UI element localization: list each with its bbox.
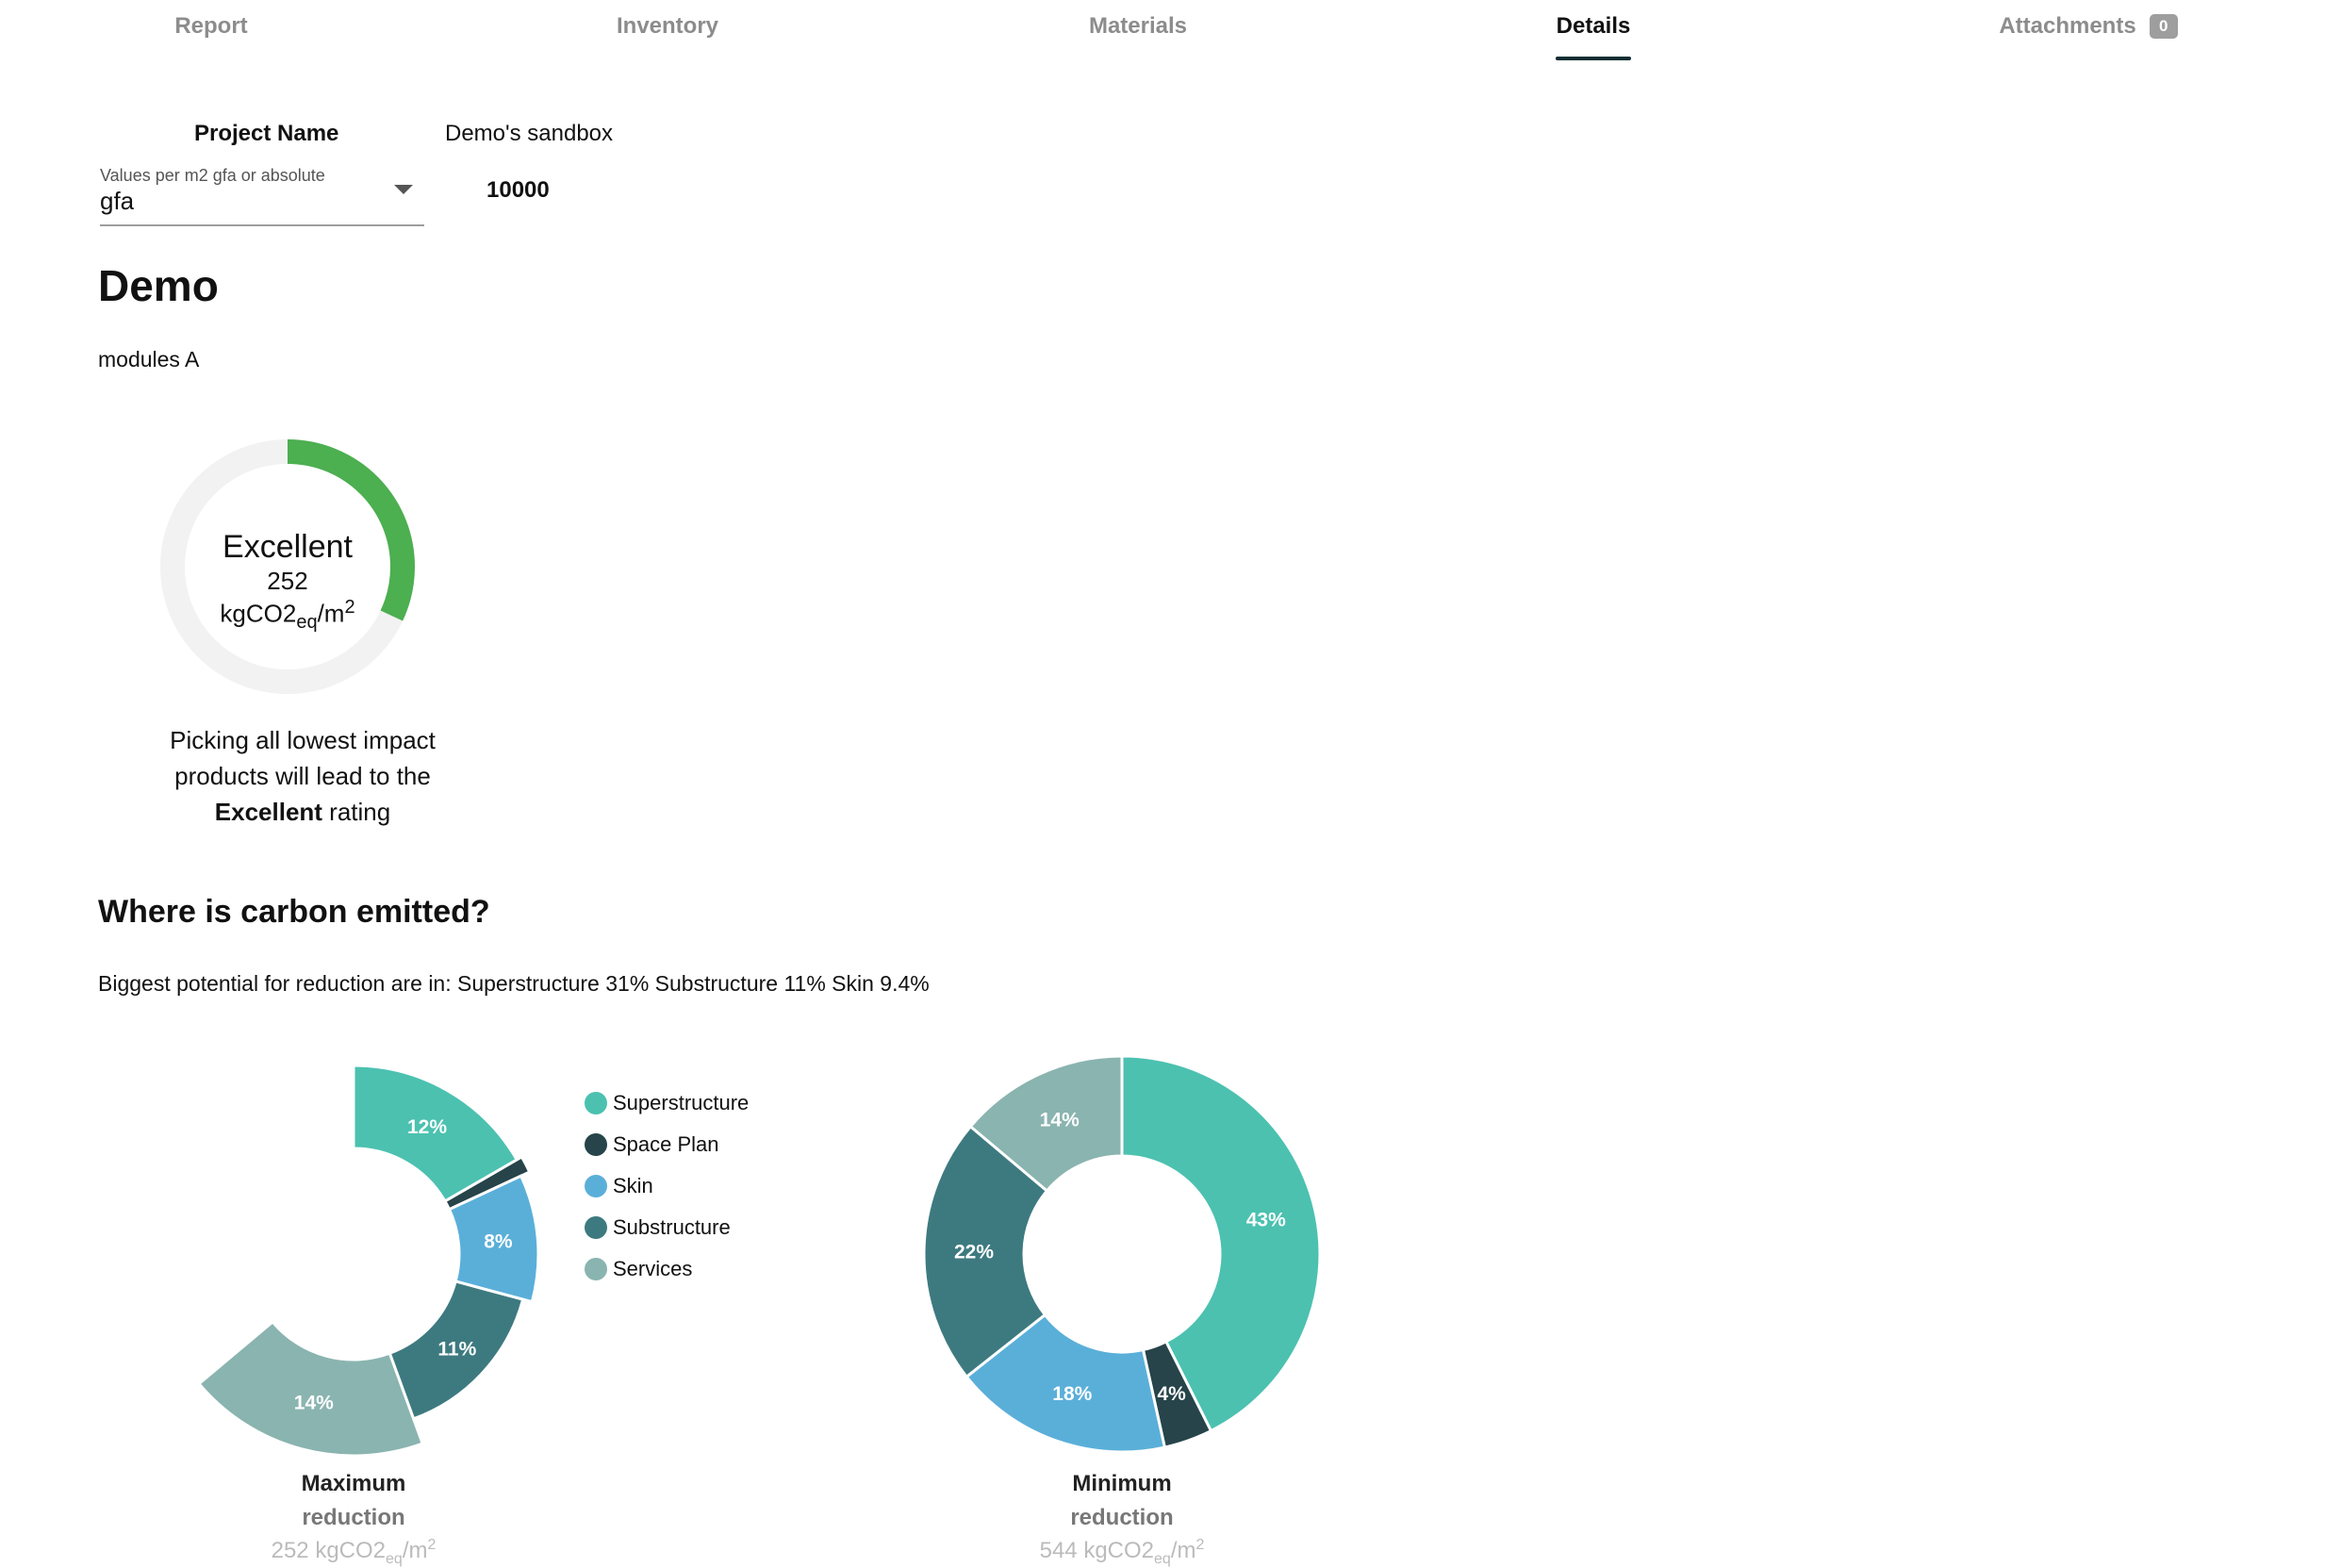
tab-label: Materials [1088, 13, 1188, 39]
chart2-label-skin: 18% [1052, 1383, 1092, 1405]
min-caption-value: 544 kgCO2eq/m2 [1039, 1537, 1205, 1567]
max-caption-line1: Maximum [301, 1471, 406, 1496]
legend-dot [585, 1175, 607, 1197]
values-mode-value: gfa [100, 187, 135, 215]
section-title: Where is carbon emitted? [98, 894, 490, 930]
chart2-label-services: 14% [1040, 1110, 1080, 1131]
rating-message-bold: Excellent [214, 798, 322, 826]
gauge-progress [160, 439, 415, 694]
legend-label: Space Plan [613, 1132, 719, 1156]
values-mode-label: Values per m2 gfa or absolute [100, 166, 325, 185]
legend-item-skin[interactable]: Skin [585, 1165, 749, 1207]
legend-label: Substructure [613, 1215, 731, 1239]
chart1-slice-services[interactable] [196, 1319, 425, 1458]
max-caption-value: 252 kgCO2eq/m2 [271, 1537, 437, 1567]
chart2-slice-superstructure[interactable] [1120, 1054, 1322, 1433]
min-caption-line1: Minimum [1072, 1471, 1172, 1496]
chart1-label-services: 14% [294, 1392, 334, 1413]
page-title: Demo [98, 261, 219, 310]
max-caption-line2: reduction [302, 1505, 405, 1530]
tab-label: Inventory [616, 13, 719, 39]
rating-unit: kgCO2eq/m2 [220, 596, 355, 633]
rating-word: Excellent [223, 529, 353, 565]
legend-dot [585, 1133, 607, 1156]
rating-message: Picking all lowest impact products will … [147, 722, 458, 830]
chart2-label-space-plan: 4% [1157, 1383, 1186, 1405]
legend-dot [585, 1216, 607, 1239]
chart2-slice-skin[interactable] [964, 1312, 1167, 1454]
chart2-slice-substructure[interactable] [922, 1124, 1049, 1379]
chart1-label-superstructure: 12% [407, 1116, 447, 1138]
tab-label: Attachments [1999, 13, 2136, 39]
legend-dot [585, 1258, 607, 1280]
rating-message-line3: Excellent rating [147, 794, 458, 830]
legend-item-substructure[interactable]: Substructure [585, 1207, 749, 1248]
chart1-label-substructure: 11% [437, 1339, 476, 1361]
tab-report[interactable]: Report [60, 13, 362, 57]
legend-dot [585, 1092, 607, 1114]
values-mode-select[interactable]: Values per m2 gfa or absolute gfa [100, 162, 424, 226]
legend-item-services[interactable]: Services [585, 1248, 749, 1290]
gfa-value: 10000 [486, 177, 550, 203]
legend-item-superstructure[interactable]: Superstructure [585, 1082, 749, 1124]
rating-message-line1: Picking all lowest impact [170, 726, 436, 754]
chart2-label-superstructure: 43% [1246, 1210, 1286, 1231]
tab-label: Details [1556, 13, 1631, 39]
min-caption-line2: reduction [1070, 1505, 1174, 1530]
modules-subtitle: modules A [98, 347, 200, 371]
rating-value: 252 [267, 566, 308, 595]
gauge-text: Excellent 252 kgCO2eq/m2 [151, 528, 424, 634]
rating-gauge [160, 439, 415, 694]
chart-legend: Superstructure Space Plan Skin Substruct… [585, 1082, 749, 1290]
legend-label: Superstructure [613, 1091, 750, 1114]
rating-message-tail: rating [321, 798, 391, 826]
tab-materials[interactable]: Materials [987, 13, 1289, 57]
chart1-label-skin: 8% [484, 1231, 513, 1253]
chevron-down-icon [394, 185, 413, 194]
chart2-slice-services[interactable] [968, 1054, 1124, 1194]
rating-message-line2: products will lead to the [174, 762, 431, 790]
reduction-potential-text: Biggest potential for reduction are in: … [98, 971, 930, 996]
legend-label: Services [613, 1257, 693, 1280]
active-tab-indicator [1556, 57, 1631, 60]
chart2-label-substructure: 22% [954, 1242, 994, 1263]
legend-item-space-plan[interactable]: Space Plan [585, 1124, 749, 1165]
tab-inventory[interactable]: Inventory [517, 13, 818, 57]
tab-attachments[interactable]: Attachments 0 [1937, 13, 2239, 57]
attachments-count-badge: 0 [2149, 14, 2178, 39]
legend-label: Skin [613, 1174, 653, 1197]
project-name-label: Project Name [194, 121, 339, 146]
project-name-value: Demo's sandbox [445, 121, 614, 146]
tab-label: Report [174, 13, 248, 39]
chart1-slice-skin[interactable] [447, 1174, 540, 1304]
tab-details[interactable]: Details [1443, 13, 1744, 57]
